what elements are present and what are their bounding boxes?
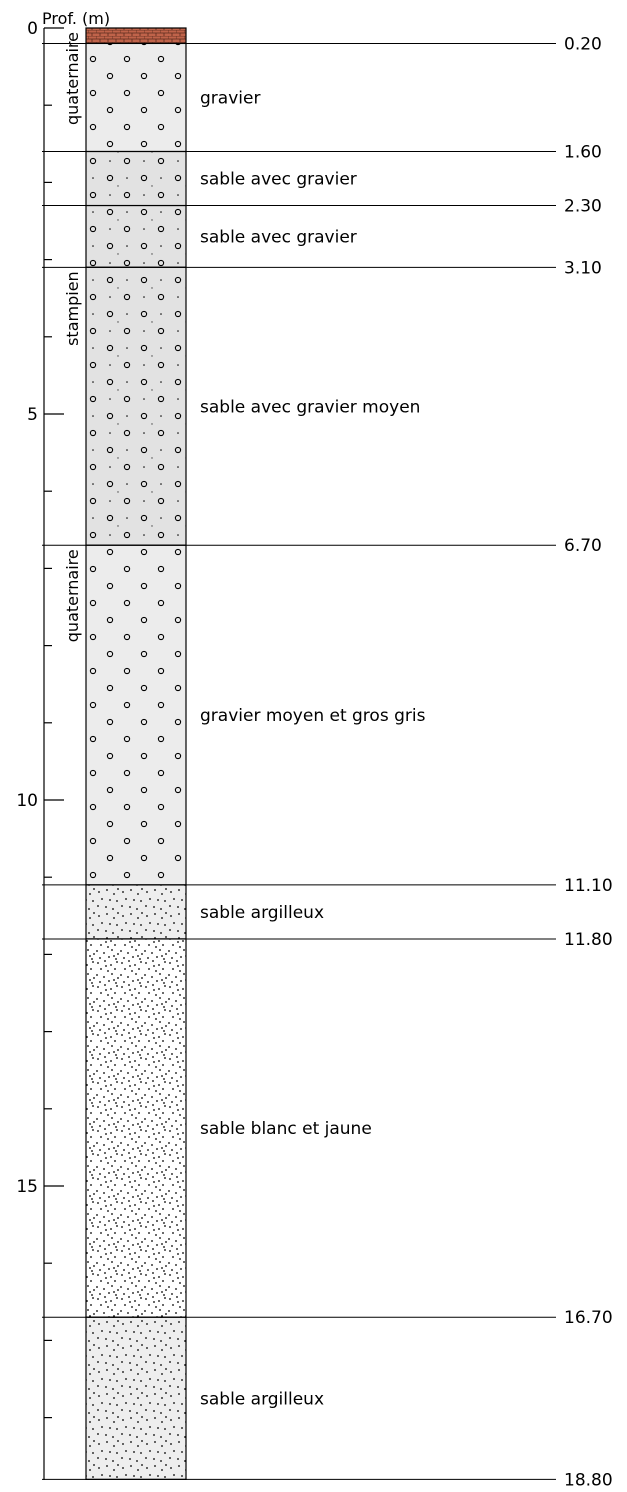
axis-title: Prof. (m)	[42, 9, 110, 28]
layer-clay-sand	[85, 1316, 187, 1480]
layer-gravel	[85, 42, 187, 153]
tick-label: 5	[27, 405, 38, 425]
layer-gravel-sand	[85, 204, 187, 268]
depth-label: 1.60	[564, 143, 602, 163]
tick-label: 10	[16, 791, 38, 811]
layer-description: gravier moyen et gros gris	[200, 706, 426, 726]
depth-label: 18.80	[564, 1470, 613, 1490]
layer-description: sable blanc et jaune	[200, 1119, 372, 1139]
layer-boundaries: 0.20 1.60 gravier 2.30 sable avec gravier 3.1…	[42, 34, 613, 1490]
depth-label: 6.70	[564, 536, 602, 556]
stratigraphy-label: quaternaire	[63, 549, 82, 642]
layer-clay-sand	[85, 884, 187, 940]
layer-gravel	[85, 544, 187, 886]
layer-description: sable avec gravier	[200, 170, 357, 190]
tick-label: 15	[16, 1177, 38, 1197]
layer-description: sable avec gravier moyen	[200, 397, 420, 417]
layer-brick	[85, 27, 187, 45]
depth-label: 11.10	[564, 876, 613, 896]
stratigraphy-labels: quaternaire stampien quaternaire	[63, 32, 82, 642]
depth-label: 3.10	[564, 258, 602, 278]
layer-gravel-sand	[85, 150, 187, 207]
depth-axis: 0 5 10 15 Prof. (m)	[16, 9, 110, 1480]
tick-label: 0	[27, 19, 38, 39]
lithology-column	[85, 27, 187, 1480]
layer-description: sable argilleux	[200, 1389, 324, 1409]
depth-label: 2.30	[564, 197, 602, 217]
depth-label: 16.70	[564, 1308, 613, 1328]
depth-label: 11.80	[564, 930, 613, 950]
stratigraphy-label: stampien	[63, 271, 82, 346]
stratigraphy-label: quaternaire	[63, 32, 82, 125]
layer-sand	[85, 938, 187, 1318]
layer-description: sable avec gravier	[200, 227, 357, 247]
depth-label: 0.20	[564, 34, 602, 54]
layer-description: gravier	[200, 88, 260, 108]
layer-gravel-sand	[85, 266, 187, 546]
layer-description: sable argilleux	[200, 903, 324, 923]
